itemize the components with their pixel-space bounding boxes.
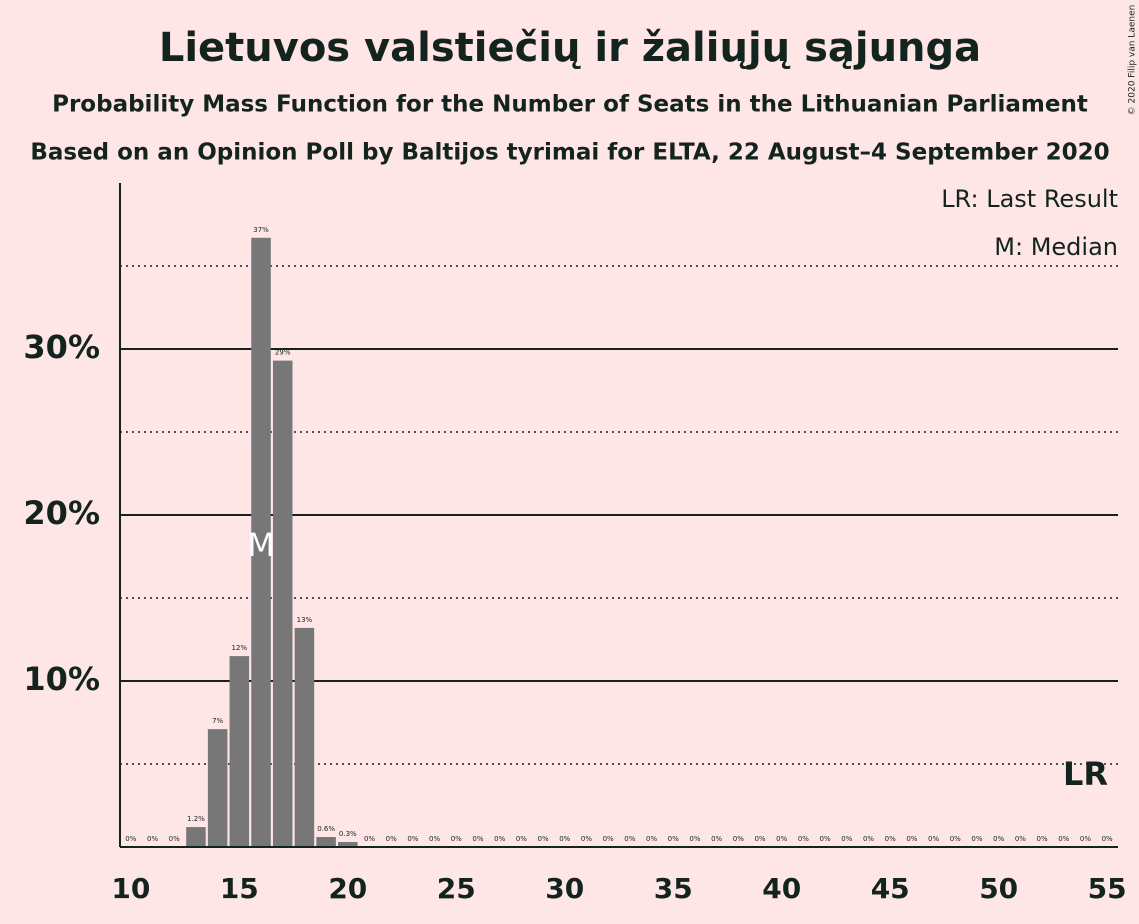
chart-title: Lietuvos valstiečių ir žaliųjų sąjunga bbox=[159, 25, 981, 71]
bar bbox=[207, 729, 228, 847]
value-label: 0% bbox=[364, 835, 375, 843]
value-label: 1.2% bbox=[187, 815, 205, 823]
x-tick-label: 35 bbox=[654, 872, 693, 905]
value-label: 0% bbox=[624, 835, 635, 843]
value-label: 0% bbox=[711, 835, 722, 843]
value-label: 0% bbox=[906, 835, 917, 843]
value-label: 0% bbox=[950, 835, 961, 843]
value-label: 0% bbox=[1080, 835, 1091, 843]
value-label: 0% bbox=[754, 835, 765, 843]
value-label: 0.3% bbox=[339, 830, 357, 838]
value-label: 0% bbox=[689, 835, 700, 843]
value-label: 0.6% bbox=[317, 825, 335, 833]
x-tick-label: 50 bbox=[979, 872, 1018, 905]
value-label: 0% bbox=[516, 835, 527, 843]
value-label: 0% bbox=[1037, 835, 1048, 843]
bar bbox=[272, 360, 293, 847]
value-label: 0% bbox=[538, 835, 549, 843]
value-label: 0% bbox=[581, 835, 592, 843]
x-tick-label: 45 bbox=[871, 872, 910, 905]
value-label: 0% bbox=[863, 835, 874, 843]
value-label: 0% bbox=[971, 835, 982, 843]
bar bbox=[229, 656, 250, 847]
value-label: 0% bbox=[885, 835, 896, 843]
value-label: 0% bbox=[407, 835, 418, 843]
chart-subtitle: Based on an Opinion Poll by Baltijos tyr… bbox=[30, 140, 1109, 166]
bar bbox=[186, 827, 206, 847]
value-label: 7% bbox=[212, 717, 223, 725]
value-label: 0% bbox=[451, 835, 462, 843]
value-label: 0% bbox=[993, 835, 1004, 843]
legend-entry: M: Median bbox=[994, 233, 1118, 261]
bar bbox=[294, 627, 315, 847]
value-label: 0% bbox=[776, 835, 787, 843]
y-tick-label: 20% bbox=[23, 494, 100, 532]
x-tick-label: 40 bbox=[762, 872, 801, 905]
copyright: © 2020 Filip van Laenen bbox=[1128, 5, 1138, 116]
value-label: 0% bbox=[1058, 835, 1069, 843]
median-marker: M bbox=[247, 526, 275, 564]
value-label: 0% bbox=[798, 835, 809, 843]
value-label: 0% bbox=[928, 835, 939, 843]
legend-entry: LR: Last Result bbox=[941, 185, 1118, 213]
value-label: 29% bbox=[275, 349, 291, 357]
x-tick-label: 15 bbox=[220, 872, 259, 905]
x-tick-label: 20 bbox=[328, 872, 367, 905]
value-label: 0% bbox=[169, 835, 180, 843]
value-label: 0% bbox=[472, 835, 483, 843]
x-tick-label: 30 bbox=[545, 872, 584, 905]
value-label: 0% bbox=[820, 835, 831, 843]
value-label: 0% bbox=[1102, 835, 1113, 843]
value-label: 13% bbox=[297, 616, 313, 624]
x-tick-label: 55 bbox=[1088, 872, 1127, 905]
value-label: 0% bbox=[1015, 835, 1026, 843]
y-tick-label: 30% bbox=[23, 328, 100, 366]
value-label: 0% bbox=[603, 835, 614, 843]
value-label: 0% bbox=[429, 835, 440, 843]
value-label: 37% bbox=[253, 226, 269, 234]
value-label: 0% bbox=[841, 835, 852, 843]
value-label: 0% bbox=[733, 835, 744, 843]
value-label: 0% bbox=[125, 835, 136, 843]
value-label: 0% bbox=[147, 835, 158, 843]
bar bbox=[316, 837, 336, 847]
value-label: 0% bbox=[646, 835, 657, 843]
bar bbox=[251, 237, 271, 847]
value-label: 0% bbox=[386, 835, 397, 843]
x-tick-label: 25 bbox=[437, 872, 476, 905]
y-tick-label: 10% bbox=[23, 660, 100, 698]
value-label: 12% bbox=[232, 644, 248, 652]
x-tick-label: 10 bbox=[111, 872, 150, 905]
value-label: 0% bbox=[494, 835, 505, 843]
value-label: 0% bbox=[668, 835, 679, 843]
chart-subtitle: Probability Mass Function for the Number… bbox=[52, 92, 1088, 118]
value-label: 0% bbox=[559, 835, 570, 843]
bar bbox=[338, 842, 358, 847]
last-result-marker: LR bbox=[1063, 755, 1108, 793]
